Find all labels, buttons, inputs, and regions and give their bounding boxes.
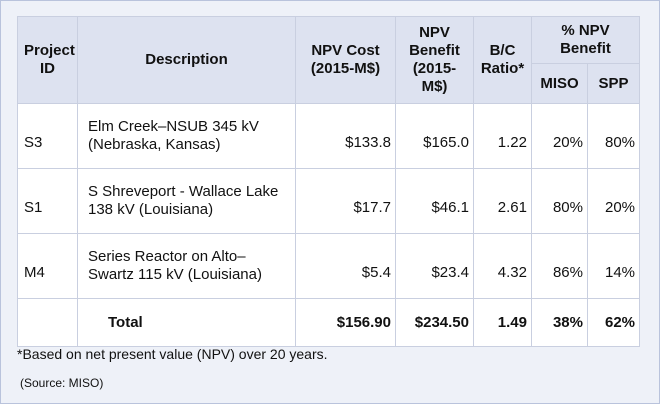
total-bc-ratio: 1.49 (473, 298, 532, 347)
header-description: Description (77, 16, 296, 104)
bc-ratio-cell: 2.61 (473, 168, 532, 234)
miso-pct-cell: 86% (531, 233, 588, 299)
description-cell: Elm Creek–NSUB 345 kV (Nebraska, Kansas) (77, 103, 296, 169)
bc-ratio-cell: 4.32 (473, 233, 532, 299)
total-npv-cost: $156.90 (295, 298, 396, 347)
footnote: *Based on net present value (NPV) over 2… (17, 346, 328, 362)
npv-benefit-cell: $46.1 (395, 168, 474, 234)
miso-pct-cell: 20% (531, 103, 588, 169)
table-row: S1 S Shreveport - Wallace Lake 138 kV (L… (17, 168, 641, 234)
total-row: Total $156.90 $234.50 1.49 38% 62% (17, 298, 641, 347)
header-spp: SPP (586, 63, 641, 104)
miso-pct-cell: 80% (531, 168, 588, 234)
total-spp-pct: 62% (586, 298, 641, 347)
header-bc-ratio: B/C Ratio* (473, 16, 532, 104)
project-id-cell: M4 (17, 233, 78, 299)
total-miso-pct: 38% (531, 298, 588, 347)
total-id-cell (17, 298, 78, 347)
header-npv-benefit: NPV Benefit (2015-M$) (395, 16, 474, 104)
npv-benefit-cell: $23.4 (395, 233, 474, 299)
spp-pct-cell: 80% (586, 103, 641, 169)
description-cell: Series Reactor on Alto–Swartz 115 kV (Lo… (77, 233, 296, 299)
description-cell: S Shreveport - Wallace Lake 138 kV (Loui… (77, 168, 296, 234)
header-npv-cost: NPV Cost (2015-M$) (295, 16, 396, 104)
total-npv-benefit: $234.50 (395, 298, 474, 347)
table-row: S3 Elm Creek–NSUB 345 kV (Nebraska, Kans… (17, 103, 641, 169)
project-id-cell: S3 (17, 103, 78, 169)
total-label: Total (77, 298, 296, 347)
table-row: M4 Series Reactor on Alto–Swartz 115 kV … (17, 233, 641, 299)
npv-cost-cell: $5.4 (295, 233, 396, 299)
npv-benefit-cell: $165.0 (395, 103, 474, 169)
npv-table: Project ID Description NPV Cost (2015-M$… (17, 16, 641, 347)
header-project-id: Project ID (17, 16, 78, 104)
spp-pct-cell: 20% (586, 168, 641, 234)
npv-cost-cell: $133.8 (295, 103, 396, 169)
spp-pct-cell: 14% (586, 233, 641, 299)
header-miso: MISO (531, 63, 588, 104)
npv-cost-cell: $17.7 (295, 168, 396, 234)
source-note: (Source: MISO) (20, 376, 104, 390)
header-pct-npv-benefit: % NPV Benefit (530, 16, 641, 64)
bc-ratio-cell: 1.22 (473, 103, 532, 169)
project-id-cell: S1 (17, 168, 78, 234)
